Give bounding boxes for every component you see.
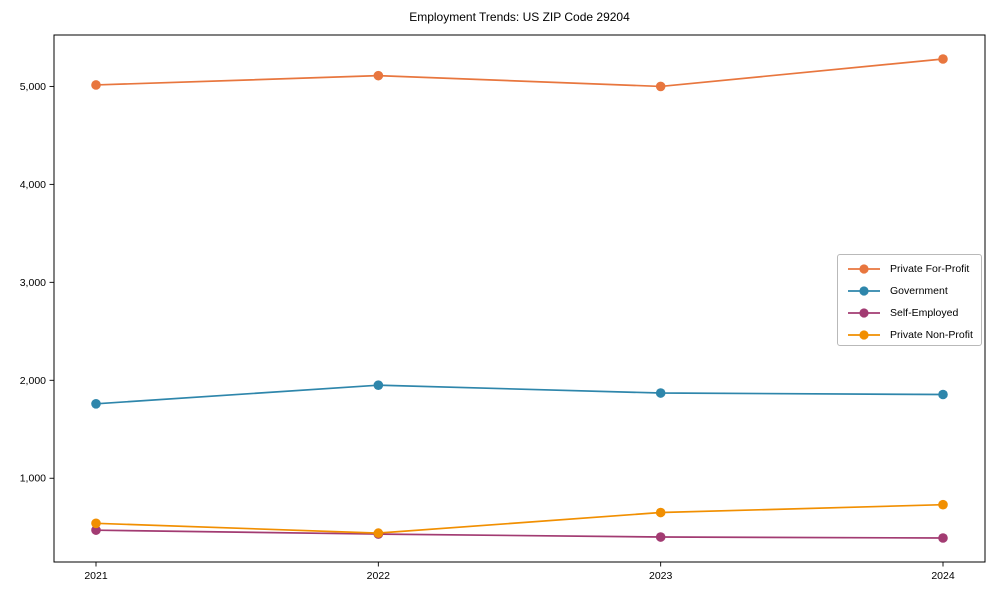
x-axis-tick-label: 2024 bbox=[931, 570, 955, 582]
chart-title: Employment Trends: US ZIP Code 29204 bbox=[409, 10, 630, 24]
legend-item: Government bbox=[838, 280, 981, 302]
series-line-government bbox=[95, 384, 944, 405]
y-axis-tick-label: 5,000 bbox=[20, 81, 46, 93]
x-axis-tick-label: 2021 bbox=[84, 570, 108, 582]
series-marker-private-for-profit bbox=[655, 81, 666, 92]
series-marker-self-employed bbox=[91, 525, 101, 535]
legend-item-label: Private For-Profit bbox=[890, 263, 970, 275]
series-marker-government bbox=[91, 399, 101, 409]
legend: Private For-Profit Government Self-Employe… bbox=[837, 254, 982, 346]
series-marker-government bbox=[938, 389, 948, 400]
legend-marker-icon bbox=[848, 330, 880, 340]
series-marker-private-non-profit bbox=[938, 499, 948, 510]
axes-box bbox=[53, 34, 986, 563]
series-marker-private-for-profit bbox=[91, 80, 101, 90]
y-axis-tick-label: 2,000 bbox=[20, 375, 46, 387]
series-marker-government bbox=[655, 388, 666, 398]
legend-marker-icon bbox=[848, 286, 880, 296]
y-axis-tick-label: 4,000 bbox=[20, 179, 46, 191]
series-marker-private-non-profit bbox=[91, 518, 101, 529]
series-marker-self-employed bbox=[655, 532, 666, 542]
legend-item: Private Non-Profit bbox=[838, 324, 981, 346]
series-marker-private-for-profit bbox=[373, 70, 384, 81]
legend-item-label: Government bbox=[890, 285, 948, 297]
series-marker-self-employed bbox=[938, 533, 948, 543]
legend-item: Self-Employed bbox=[838, 302, 981, 324]
x-axis-tick-label: 2023 bbox=[649, 570, 673, 582]
legend-marker-icon bbox=[848, 264, 880, 274]
legend-item-label: Self-Employed bbox=[890, 307, 959, 319]
x-axis-tick-label: 2022 bbox=[367, 570, 391, 582]
series-marker-government bbox=[373, 380, 384, 390]
series-marker-private-non-profit bbox=[373, 528, 384, 538]
legend-item-label: Private Non-Profit bbox=[890, 329, 973, 341]
legend-marker-icon bbox=[848, 308, 880, 318]
y-axis-tick-label: 1,000 bbox=[20, 473, 46, 485]
series-line-private-for-profit bbox=[95, 58, 944, 88]
series-line-self-employed bbox=[95, 529, 944, 539]
series-marker-private-non-profit bbox=[655, 507, 666, 518]
series-marker-private-for-profit bbox=[938, 54, 948, 64]
legend-item: Private For-Profit bbox=[838, 258, 981, 280]
y-axis-tick-label: 3,000 bbox=[20, 277, 46, 289]
series-line-private-non-profit bbox=[95, 503, 944, 534]
